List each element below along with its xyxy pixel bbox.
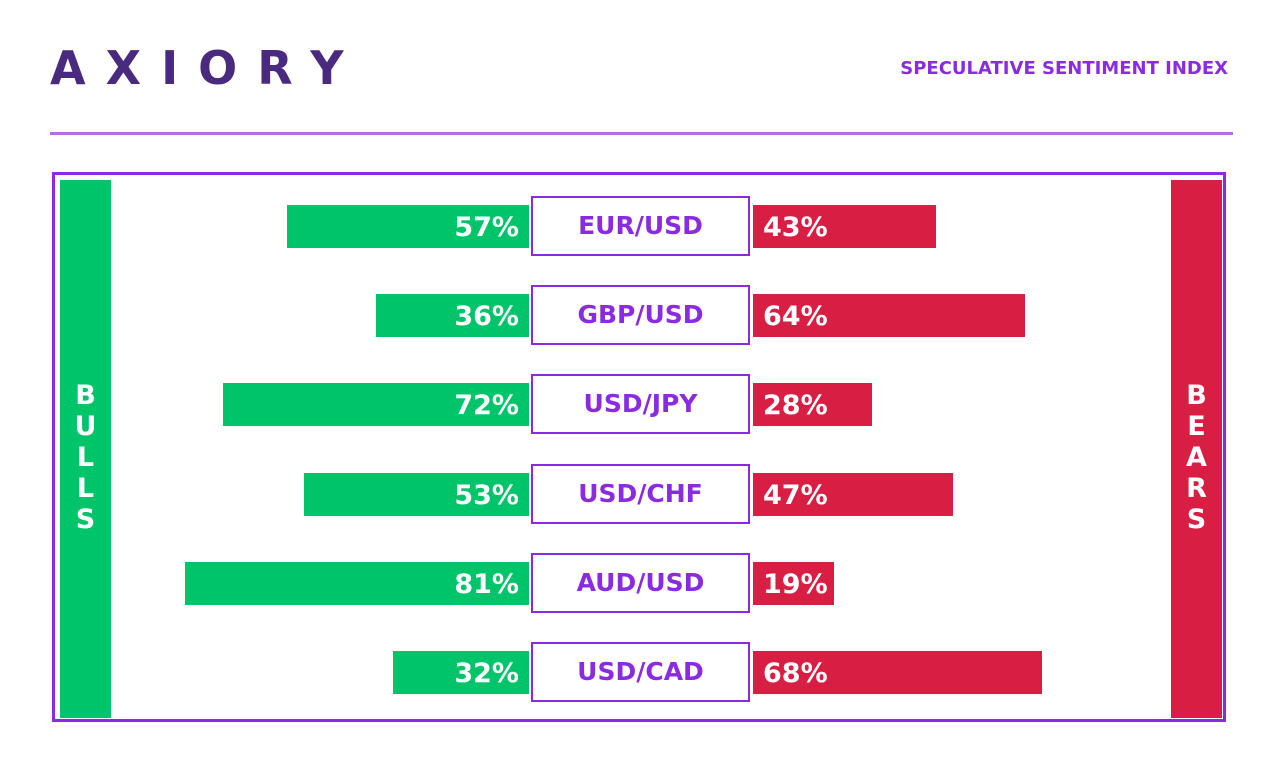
bulls-value-label: 36% <box>454 301 519 332</box>
bears-bar: 43% <box>753 205 936 248</box>
bulls-label: B U L L S <box>74 380 97 535</box>
bears-column: B E A R S <box>1171 180 1222 718</box>
bears-bar: 64% <box>753 294 1025 337</box>
bulls-bar: 36% <box>376 294 529 337</box>
bears-bar: 68% <box>753 651 1042 694</box>
bears-value-label: 68% <box>763 658 828 689</box>
header-divider <box>50 132 1233 135</box>
currency-pair-label: USD/JPY <box>531 374 750 434</box>
bears-value-label: 43% <box>763 212 828 243</box>
bulls-value-label: 81% <box>454 569 519 600</box>
bulls-value-label: 72% <box>454 390 519 421</box>
bulls-bar: 57% <box>287 205 529 248</box>
bulls-value-label: 57% <box>454 212 519 243</box>
currency-pair-label: AUD/USD <box>531 553 750 613</box>
bulls-bar: 53% <box>304 473 529 516</box>
bears-bar: 28% <box>753 383 872 426</box>
bears-label: B E A R S <box>1186 380 1207 535</box>
bears-value-label: 47% <box>763 480 828 511</box>
bulls-bar: 81% <box>185 562 529 605</box>
bears-value-label: 19% <box>763 569 828 600</box>
page-subtitle: SPECULATIVE SENTIMENT INDEX <box>900 58 1228 79</box>
chart-frame <box>52 172 1226 722</box>
bulls-value-label: 32% <box>454 658 519 689</box>
currency-pair-label: GBP/USD <box>531 285 750 345</box>
bulls-value-label: 53% <box>454 480 519 511</box>
bulls-column: B U L L S <box>60 180 111 718</box>
bulls-bar: 32% <box>393 651 529 694</box>
bears-bar: 19% <box>753 562 834 605</box>
bears-value-label: 64% <box>763 301 828 332</box>
currency-pair-label: USD/CAD <box>531 642 750 702</box>
bulls-bar: 72% <box>223 383 529 426</box>
currency-pair-label: EUR/USD <box>531 196 750 256</box>
bears-bar: 47% <box>753 473 953 516</box>
currency-pair-label: USD/CHF <box>531 464 750 524</box>
bears-value-label: 28% <box>763 390 828 421</box>
axiory-logo: AXIORY <box>50 41 364 95</box>
